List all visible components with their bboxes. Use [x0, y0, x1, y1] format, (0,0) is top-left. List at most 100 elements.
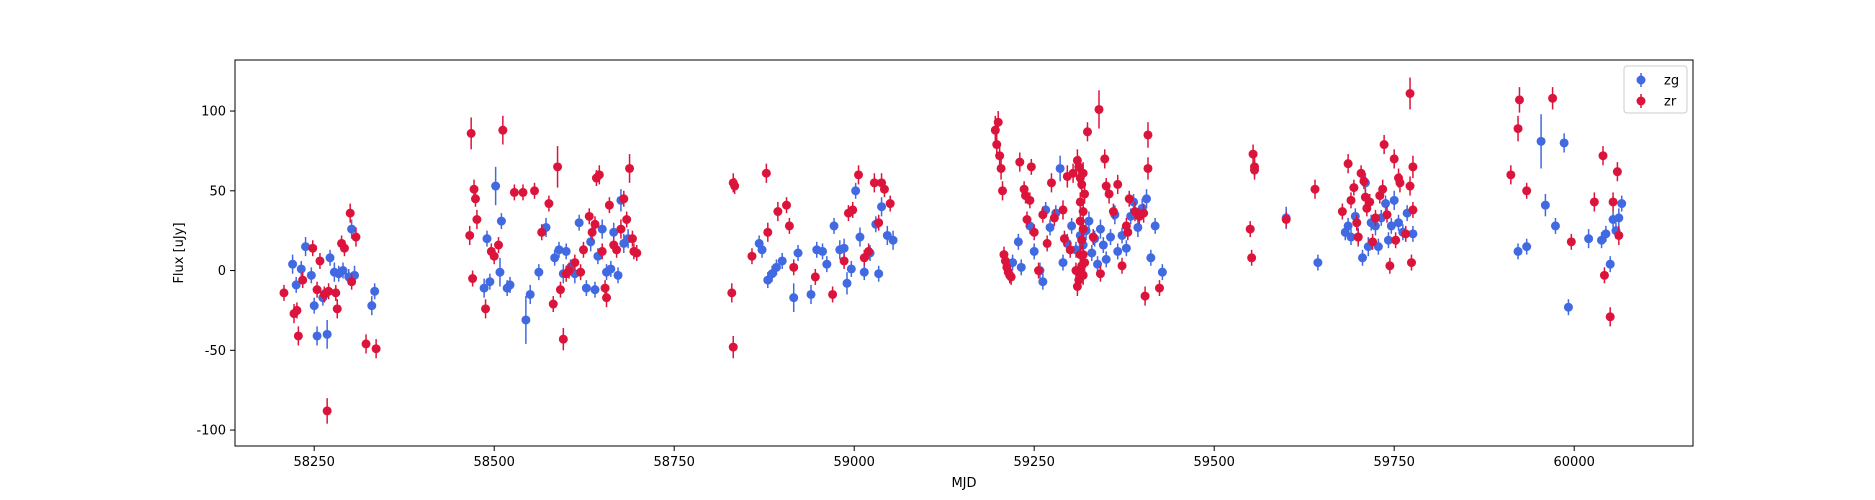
zr-data-point — [466, 128, 476, 138]
zg-data-point — [855, 232, 865, 242]
zr-data-point — [874, 218, 884, 228]
zr-data-point — [728, 342, 738, 352]
zr-data-point — [782, 200, 792, 210]
zg-data-point — [606, 264, 616, 274]
zr-data-point — [763, 227, 773, 237]
zg-data-point — [1536, 136, 1546, 146]
zg-data-point — [521, 315, 531, 325]
y-axis-label: Flux [uJy] — [172, 222, 187, 283]
zr-data-point — [1566, 237, 1576, 247]
zr-data-point — [1250, 162, 1260, 172]
zr-data-point — [828, 289, 838, 299]
zg-data-point — [1013, 237, 1023, 247]
zg-data-point — [1389, 195, 1399, 205]
zr-data-point — [1080, 189, 1090, 199]
zr-data-point — [1046, 178, 1056, 188]
zr-data-point — [594, 170, 604, 180]
zr-data-point — [625, 163, 635, 173]
zr-data-point — [470, 194, 480, 204]
zr-data-point — [331, 288, 341, 298]
zr-data-point — [879, 184, 889, 194]
zg-data-point — [806, 289, 816, 299]
zg-data-point — [1084, 216, 1094, 226]
zg-data-point — [495, 267, 505, 277]
zg-data-point — [1101, 254, 1111, 264]
plot-frame — [234, 59, 1694, 447]
zr-data-point — [1247, 253, 1257, 263]
zg-data-point — [586, 237, 596, 247]
zg-data-point — [1157, 267, 1167, 277]
zr-data-point — [509, 187, 519, 197]
zr-data-point — [1077, 235, 1087, 245]
zr-data-point — [351, 232, 361, 242]
legend-zr-label: zr — [1664, 95, 1677, 110]
zr-data-point — [558, 334, 568, 344]
zr-data-point — [1074, 162, 1084, 172]
zg-data-point — [1098, 240, 1108, 250]
zr-data-point — [498, 125, 508, 135]
zg-data-point — [1522, 242, 1532, 252]
zg-data-point — [505, 280, 515, 290]
zg-data-point — [312, 331, 322, 341]
zr-data-point — [1514, 95, 1524, 105]
zg-data-point — [482, 234, 492, 244]
zr-data-point — [1038, 210, 1048, 220]
zr-data-point — [996, 163, 1006, 173]
zr-data-point — [555, 285, 565, 295]
zr-data-point — [1078, 270, 1088, 280]
zg-data-point — [1559, 138, 1569, 148]
zr-data-point — [1015, 157, 1025, 167]
zg-data-point — [554, 245, 564, 255]
zg-data-point — [1029, 246, 1039, 256]
zr-data-point — [1359, 176, 1369, 186]
zr-data-point — [1337, 207, 1347, 217]
zr-data-point — [1614, 230, 1624, 240]
zr-data-point — [308, 243, 318, 253]
zg-data-point — [1597, 235, 1607, 245]
zg-data-point — [771, 262, 781, 272]
zr-data-point — [1405, 181, 1415, 191]
zr-data-point — [339, 243, 349, 253]
zr-data-point — [1026, 162, 1036, 172]
zg-data-point — [597, 224, 607, 234]
zg-data-point — [1313, 258, 1323, 268]
zr-data-point — [1248, 149, 1258, 159]
y-tick-label: 100 — [201, 105, 226, 120]
zg-data-point — [1381, 199, 1391, 209]
data-marks — [279, 77, 1627, 424]
zr-data-point — [584, 211, 594, 221]
zr-data-point — [465, 230, 475, 240]
zg-data-point — [479, 283, 489, 293]
zr-data-point — [481, 304, 491, 314]
zr-data-point — [1612, 167, 1622, 177]
zg-data-point — [1408, 229, 1418, 239]
zg-data-point — [888, 235, 898, 245]
x-axis-ticks: 58250 58500 58750 59000 59250 59500 59750 60000 — [294, 446, 1595, 470]
zg-data-point — [839, 243, 849, 253]
zr-data-point — [1143, 163, 1153, 173]
zr-data-point — [1022, 215, 1032, 225]
zr-data-point — [1408, 162, 1418, 172]
zr-data-point — [1140, 291, 1150, 301]
zg-data-point — [874, 269, 884, 279]
zr-data-point — [1382, 210, 1392, 220]
x-tick-label: 59000 — [834, 455, 875, 470]
zr-data-point — [1343, 159, 1353, 169]
zr-data-point — [312, 285, 322, 295]
zg-data-point — [338, 266, 348, 276]
zr-data-point — [1123, 227, 1133, 237]
zg-data-point — [789, 293, 799, 303]
zr-data-point — [848, 205, 858, 215]
zr-data-point — [632, 248, 642, 258]
x-tick-label: 58750 — [654, 455, 695, 470]
zr-data-point — [469, 184, 479, 194]
zr-data-point — [789, 262, 799, 272]
zr-data-point — [854, 170, 864, 180]
zr-data-point — [1408, 205, 1418, 215]
zg-data-point — [1343, 221, 1353, 231]
zr-data-point — [1352, 218, 1362, 228]
zr-data-point — [619, 194, 629, 204]
zg-data-point — [325, 253, 335, 263]
zg-data-point — [767, 269, 777, 279]
